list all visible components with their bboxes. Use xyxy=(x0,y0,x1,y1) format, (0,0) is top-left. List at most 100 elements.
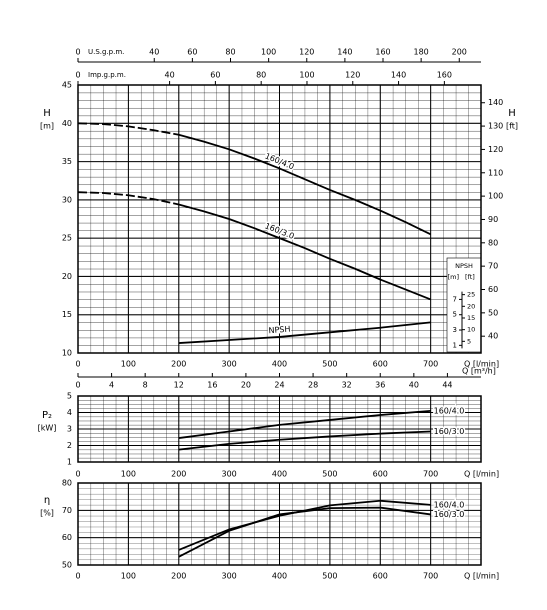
npsh-ft-tick-label: 15 xyxy=(467,314,475,322)
top-axis-tick-label: 100 xyxy=(261,48,276,57)
npsh-title: NPSH xyxy=(455,262,473,270)
y2-axis-unit: [ft] xyxy=(506,122,518,131)
curve-label: 160/4.0 xyxy=(434,406,465,415)
y-axis-unit: [m] xyxy=(40,122,54,131)
y2-tick-label: 90 xyxy=(488,215,498,224)
x-tick-label: 600 xyxy=(373,360,388,369)
npsh-tick-label: 5 xyxy=(453,311,457,319)
x-axis-label: Q [l/min] xyxy=(464,360,499,369)
curve-label: 160/3.0 xyxy=(434,510,465,519)
top-axis-label: Imp.g.p.m. xyxy=(88,71,126,79)
x-tick-label: 600 xyxy=(373,470,388,479)
y-axis-label: η xyxy=(44,495,50,506)
y-tick-label: 15 xyxy=(62,310,72,319)
y-axis-label: H xyxy=(43,108,51,119)
x-tick-label: 100 xyxy=(121,360,136,369)
x-tick-label: 500 xyxy=(322,572,337,581)
y-axis-label: P₂ xyxy=(42,410,52,421)
top-axis-tick-label: 120 xyxy=(345,71,360,80)
curve-label: 160/3.0 xyxy=(434,427,465,436)
npsh-ft-tick-label: 10 xyxy=(467,326,475,334)
x-tick-label: 300 xyxy=(221,470,236,479)
y2-tick-label: 70 xyxy=(488,262,498,271)
npsh-tick-label: 1 xyxy=(453,341,457,349)
npsh-tick-label: 3 xyxy=(453,326,457,334)
curve-dashed xyxy=(77,122,179,136)
y-tick-label: 60 xyxy=(62,533,72,542)
y-tick-label: 70 xyxy=(62,506,72,515)
top-axis-tick-label: 40 xyxy=(164,71,174,80)
y2-tick-label: 100 xyxy=(488,192,503,201)
top-axis-tick-label: 120 xyxy=(299,48,314,57)
top-axis-tick-label: 140 xyxy=(337,48,352,57)
x-tick-label: 100 xyxy=(121,470,136,479)
y2-tick-label: 80 xyxy=(488,238,498,247)
y-tick-label: 50 xyxy=(62,561,72,570)
top-axis-tick-label: 80 xyxy=(256,71,266,80)
x-tick-label: 500 xyxy=(322,470,337,479)
y-tick-label: 4 xyxy=(67,408,72,417)
top-axis-tick-label: 80 xyxy=(225,48,235,57)
y2-tick-label: 130 xyxy=(488,122,503,131)
bottom-axis-tick-label: 16 xyxy=(207,381,217,390)
npsh-ft-tick-label: 5 xyxy=(467,337,471,345)
y-tick-label: 2 xyxy=(67,441,72,450)
x-axis-label: Q [l/min] xyxy=(464,470,499,479)
bottom-axis-tick-label: 28 xyxy=(308,381,318,390)
x-tick-label: 200 xyxy=(171,470,186,479)
y-tick-label: 80 xyxy=(62,479,72,488)
plot-frame xyxy=(77,395,482,463)
top-axis-tick-label: 140 xyxy=(391,71,406,80)
x-tick-label: 500 xyxy=(322,360,337,369)
bottom-axis-tick-label: 40 xyxy=(409,381,419,390)
top-axis-tick-label: 0 xyxy=(75,71,80,80)
top-axis-tick-label: 200 xyxy=(452,48,467,57)
x-tick-label: 200 xyxy=(171,572,186,581)
y-tick-label: 3 xyxy=(67,425,72,434)
bottom-axis-tick-label: 36 xyxy=(375,381,385,390)
x-tick-label: 0 xyxy=(75,360,80,369)
x-tick-label: 400 xyxy=(272,470,287,479)
bottom-axis-label: Q [m³/h] xyxy=(462,367,496,376)
y-tick-label: 20 xyxy=(62,272,72,281)
x-tick-label: 200 xyxy=(171,360,186,369)
y-tick-label: 45 xyxy=(62,81,72,90)
bottom-axis-tick-label: 20 xyxy=(241,381,251,390)
top-axis-tick-label: 60 xyxy=(187,48,197,57)
top-axis-tick-label: 100 xyxy=(299,71,314,80)
top-axis-tick-label: 160 xyxy=(437,71,452,80)
y-axis-unit: [kW] xyxy=(38,424,57,433)
top-axis-tick-label: 40 xyxy=(149,48,159,57)
npsh-unit: [m] xyxy=(448,273,459,281)
y-tick-label: 10 xyxy=(62,349,72,358)
y-tick-label: 25 xyxy=(62,234,72,243)
npsh-ft-tick-label: 20 xyxy=(467,302,475,310)
x-tick-label: 600 xyxy=(373,572,388,581)
y-tick-label: 1 xyxy=(67,458,72,467)
x-tick-label: 300 xyxy=(221,572,236,581)
curve-label: 160/4.0 xyxy=(434,500,465,509)
x-tick-label: 700 xyxy=(423,572,438,581)
x-tick-label: 400 xyxy=(272,572,287,581)
y2-tick-label: 50 xyxy=(488,308,498,317)
y2-axis-label: H xyxy=(508,108,516,119)
npsh-inset xyxy=(446,257,482,353)
curve xyxy=(178,506,431,558)
curve xyxy=(178,203,431,301)
bottom-axis-tick-label: 8 xyxy=(143,381,148,390)
npsh-unit2: [ft] xyxy=(465,273,475,281)
y2-tick-label: 40 xyxy=(488,332,498,341)
bottom-axis-tick-label: 0 xyxy=(75,381,80,390)
npsh-ft-tick-label: 25 xyxy=(467,291,475,299)
top-axis-label: U.S.g.p.m. xyxy=(88,48,124,56)
plot-frame xyxy=(77,84,482,354)
x-tick-label: 100 xyxy=(121,572,136,581)
curve-label: NPSH xyxy=(268,325,291,336)
x-tick-label: 0 xyxy=(75,572,80,581)
curve xyxy=(178,430,431,451)
top-axis-tick-label: 180 xyxy=(414,48,429,57)
bottom-axis-tick-label: 44 xyxy=(442,381,452,390)
y-axis-unit: [%] xyxy=(40,509,54,518)
bottom-axis-tick-label: 24 xyxy=(274,381,284,390)
